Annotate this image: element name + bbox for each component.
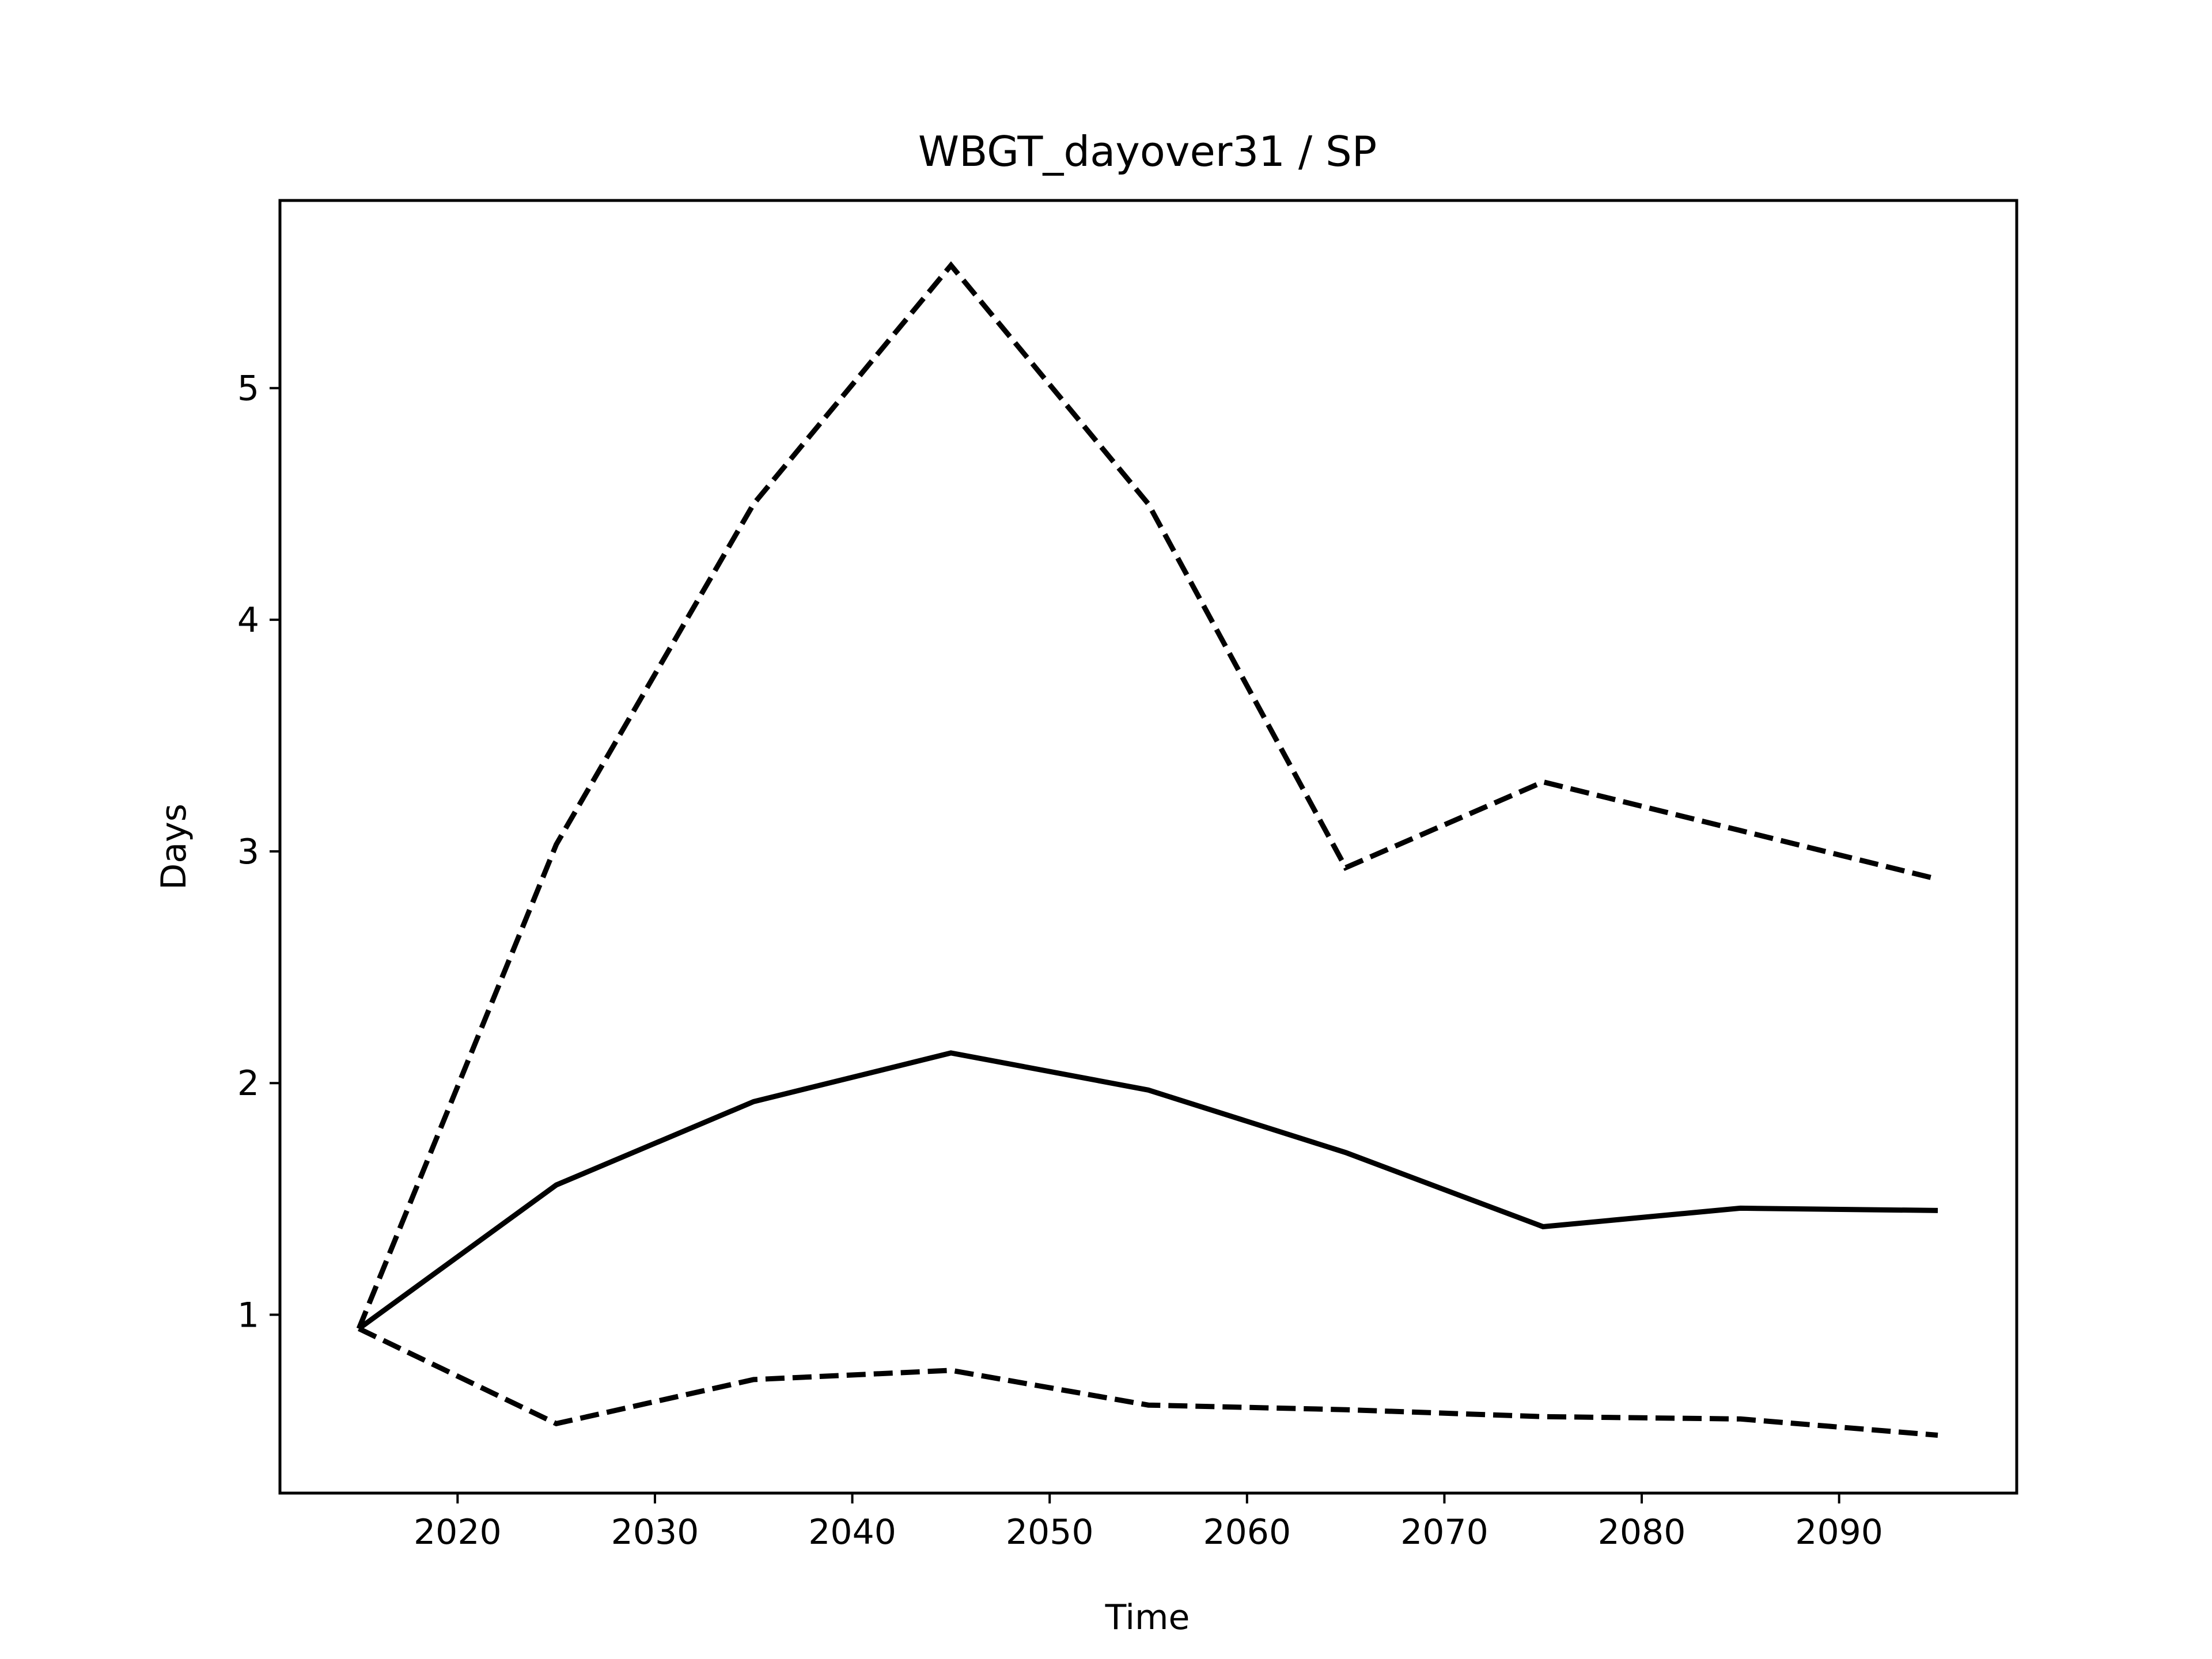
x-tick-label: 2020 xyxy=(414,1512,502,1552)
axes-frame xyxy=(278,199,2018,1495)
y-axis: 1 2 3 4 5 xyxy=(237,369,280,1335)
y-tick-label: 4 xyxy=(237,600,259,641)
x-tick-label: 2050 xyxy=(1006,1512,1094,1552)
chart-title: WBGT_dayover31 / SP xyxy=(918,127,1377,176)
y-tick-label: 3 xyxy=(237,832,259,872)
x-tick-label: 2040 xyxy=(808,1512,896,1552)
y-tick-label: 2 xyxy=(237,1063,259,1104)
x-axis: 2020 2030 2040 2050 2060 2070 2080 2090 xyxy=(414,1493,1883,1552)
x-tick-label: 2090 xyxy=(1795,1512,1883,1552)
y-tick-label: 5 xyxy=(237,369,259,409)
series-line-2-dashed xyxy=(356,261,1939,1330)
x-tick-label: 2060 xyxy=(1203,1512,1291,1552)
plot-area xyxy=(356,261,1939,1438)
x-tick-label: 2080 xyxy=(1598,1512,1686,1552)
y-axis-label: Days xyxy=(154,804,194,890)
series-line-3-dashed xyxy=(358,1326,1938,1438)
x-tick-label: 2030 xyxy=(611,1512,699,1552)
x-tick-label: 2070 xyxy=(1400,1512,1488,1552)
series-line-1-solid xyxy=(357,1050,1938,1331)
y-tick-label: 1 xyxy=(237,1295,259,1335)
x-axis-label: Time xyxy=(1105,1597,1190,1638)
